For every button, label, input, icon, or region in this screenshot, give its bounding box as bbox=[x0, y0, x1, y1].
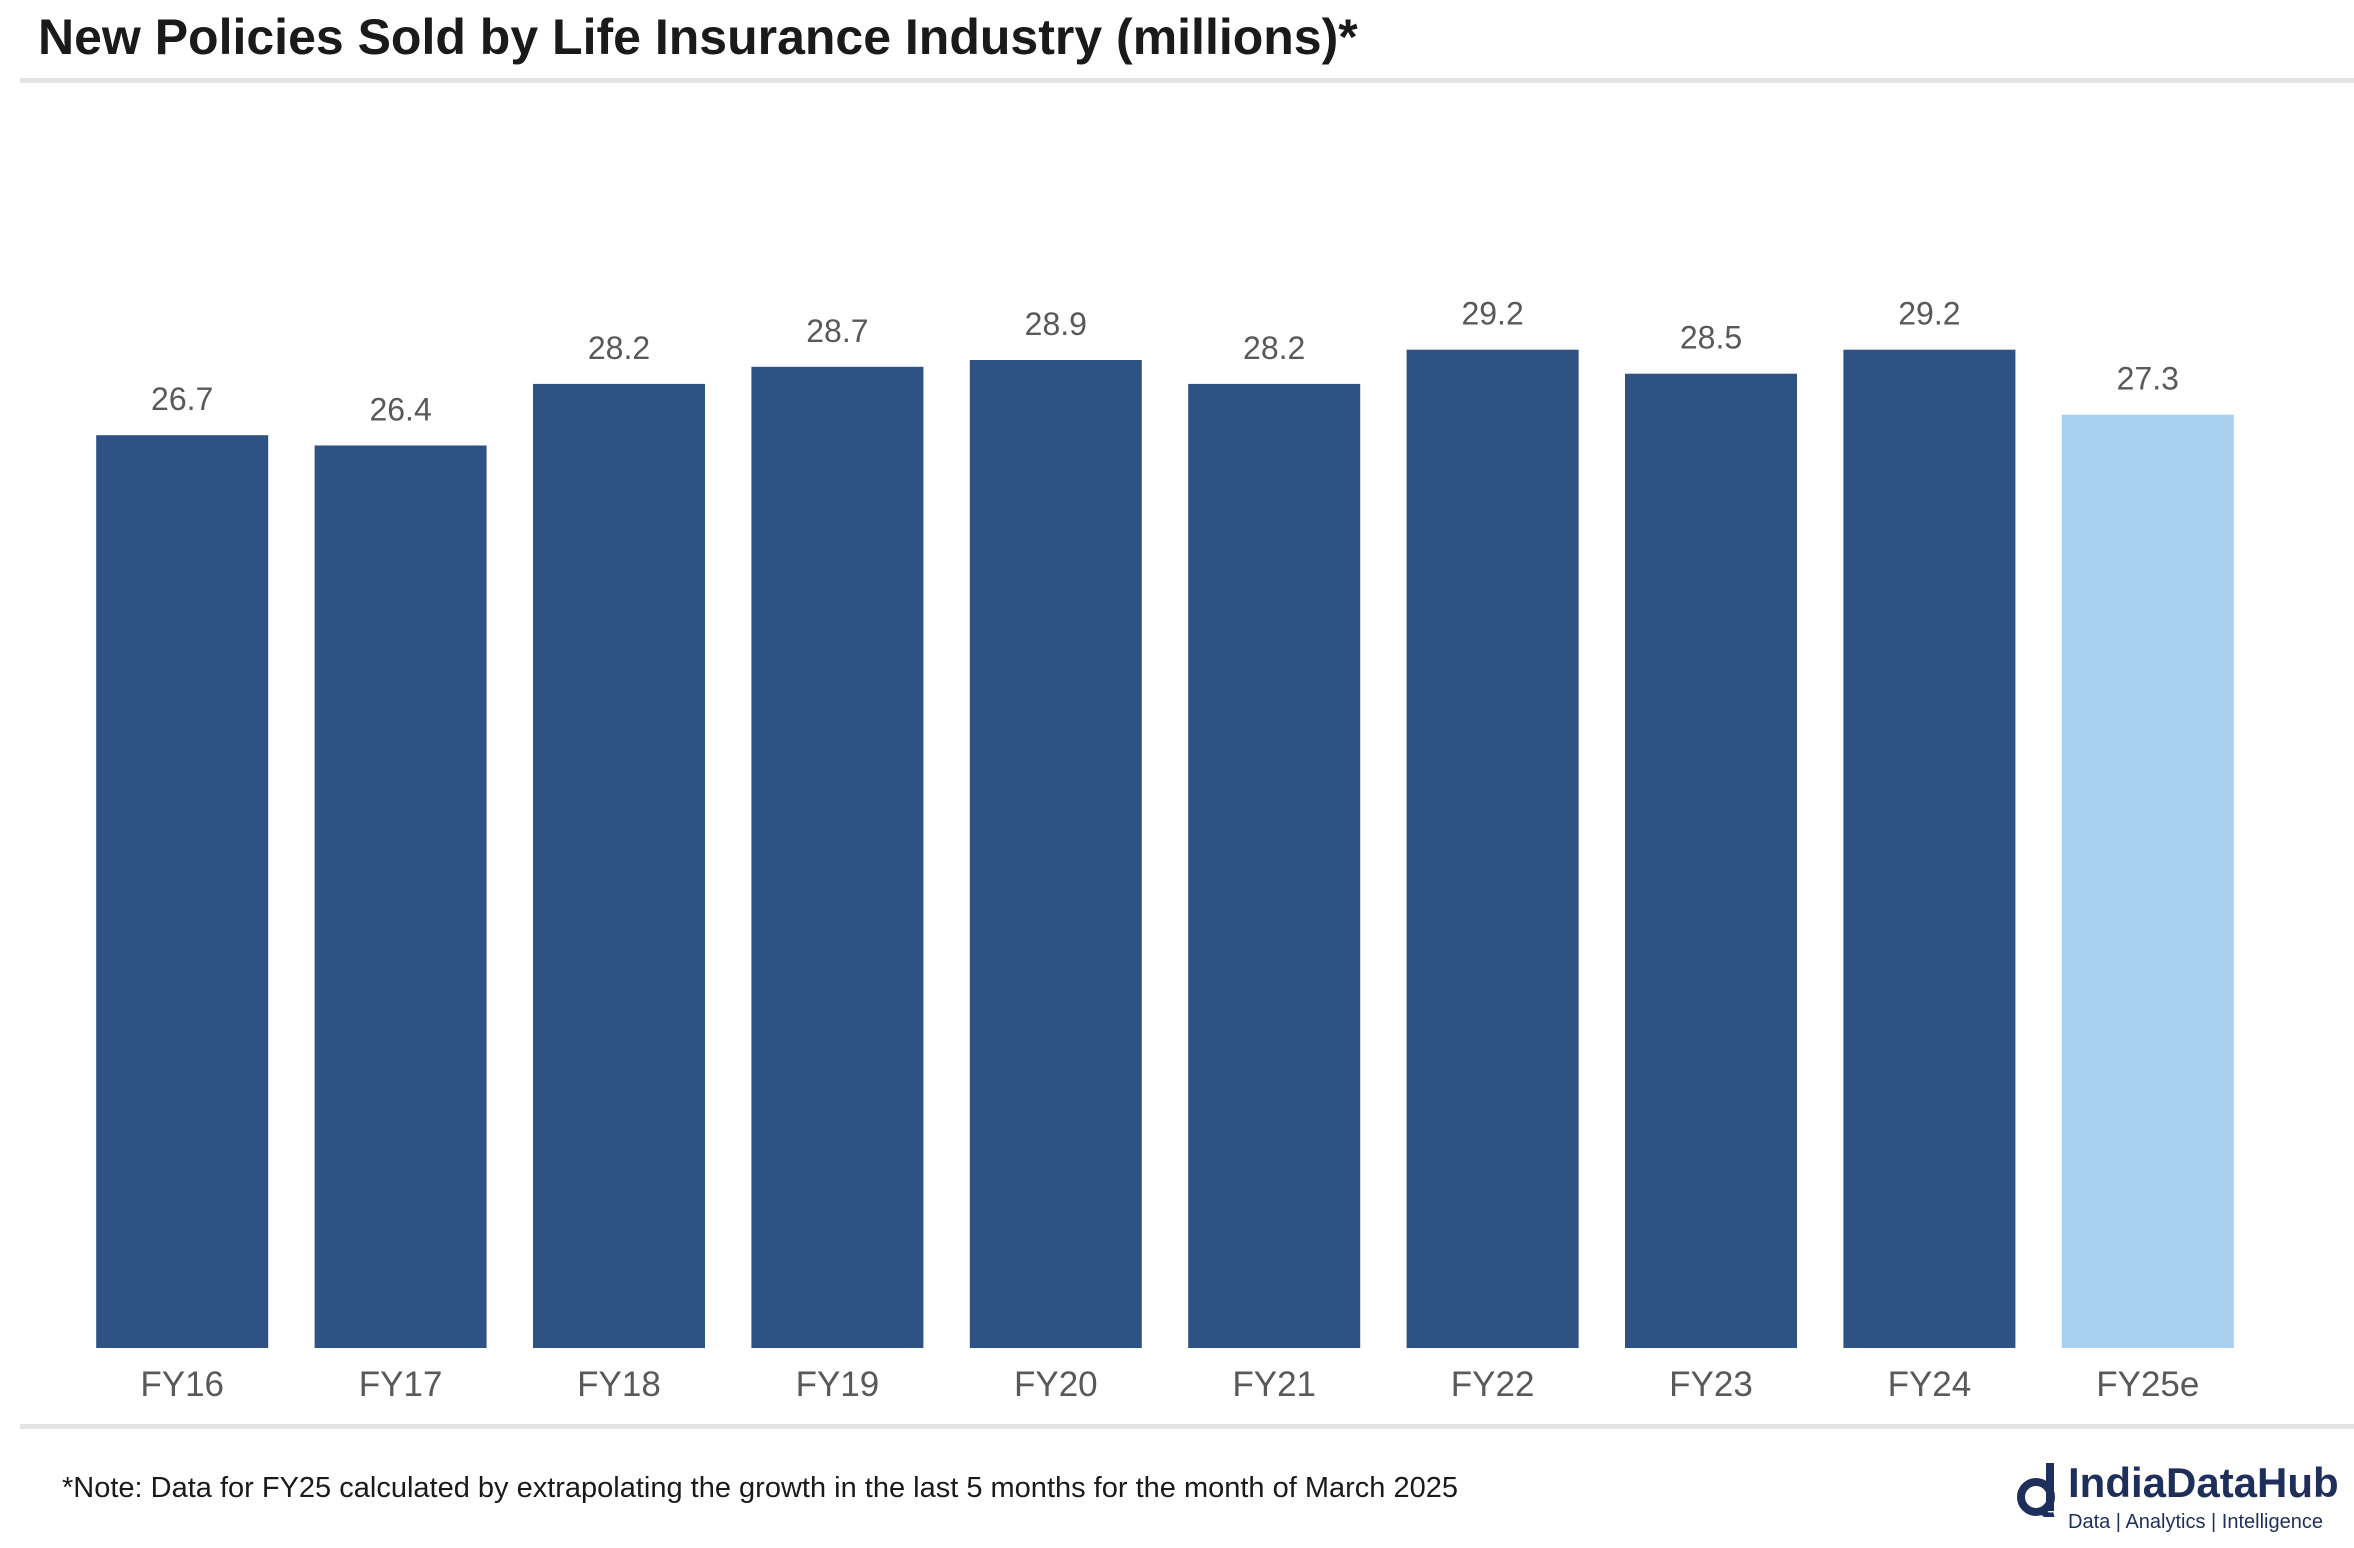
bars-group bbox=[96, 349, 2234, 1348]
footer-divider bbox=[20, 1424, 2354, 1429]
bar-fy23 bbox=[1625, 373, 1797, 1348]
x-tick-fy22: FY22 bbox=[1451, 1365, 1535, 1404]
bar-fy21 bbox=[1188, 383, 1361, 1348]
footnote: *Note: Data for FY25 calculated by extra… bbox=[62, 1472, 1458, 1504]
title-divider bbox=[20, 78, 2354, 83]
brand-logo: IndiaDataHub Data | Analytics | Intellig… bbox=[2016, 1455, 2346, 1535]
bar-fy16 bbox=[96, 435, 269, 1348]
value-label-fy20: 28.9 bbox=[1025, 306, 1087, 342]
x-axis-tick-labels: FY16 FY17 FY18 FY19 FY20 FY21 FY22 FY23 FY24 FY25… bbox=[140, 1365, 2199, 1404]
value-label-fy23: 28.5 bbox=[1680, 320, 1742, 356]
bar-fy22 bbox=[1406, 349, 1579, 1348]
x-tick-fy23: FY23 bbox=[1669, 1365, 1753, 1404]
indiadatahub-logo-icon bbox=[2017, 1463, 2055, 1517]
bar-fy24 bbox=[1843, 349, 2016, 1348]
chart-title: New Policies Sold by Life Insurance Indu… bbox=[38, 9, 1358, 65]
x-tick-fy20: FY20 bbox=[1014, 1365, 1098, 1404]
bar-fy18 bbox=[533, 383, 705, 1348]
value-label-fy18: 28.2 bbox=[588, 330, 650, 366]
bar-chart: 26.7 26.4 28.2 28.7 28.9 28.2 29.2 28.5 29.2 27.3… bbox=[96, 296, 2234, 1404]
value-label-fy16: 26.7 bbox=[151, 381, 213, 417]
bar-fy20 bbox=[969, 360, 1142, 1348]
brand-name: IndiaDataHub bbox=[2068, 1459, 2339, 1506]
x-tick-fy21: FY21 bbox=[1232, 1365, 1316, 1404]
bar-fy19 bbox=[751, 366, 924, 1348]
value-label-fy19: 28.7 bbox=[806, 313, 868, 349]
value-label-fy25e: 27.3 bbox=[2117, 361, 2179, 397]
brand-tagline: Data | Analytics | Intelligence bbox=[2068, 1511, 2323, 1533]
x-tick-fy17: FY17 bbox=[359, 1365, 443, 1404]
value-labels-group: 26.7 26.4 28.2 28.7 28.9 28.2 29.2 28.5 29.2 27.3 bbox=[151, 296, 2179, 428]
bar-fy25e bbox=[2061, 414, 2234, 1348]
x-tick-fy18: FY18 bbox=[577, 1365, 661, 1404]
value-label-fy17: 26.4 bbox=[369, 392, 431, 428]
bar-fy17 bbox=[314, 445, 487, 1348]
value-label-fy22: 29.2 bbox=[1461, 296, 1523, 332]
value-label-fy24: 29.2 bbox=[1898, 296, 1960, 332]
x-tick-fy24: FY24 bbox=[1888, 1365, 1972, 1404]
value-label-fy21: 28.2 bbox=[1243, 330, 1305, 366]
x-tick-fy25e: FY25e bbox=[2096, 1365, 2199, 1404]
x-tick-fy19: FY19 bbox=[796, 1365, 880, 1404]
x-tick-fy16: FY16 bbox=[140, 1365, 224, 1404]
